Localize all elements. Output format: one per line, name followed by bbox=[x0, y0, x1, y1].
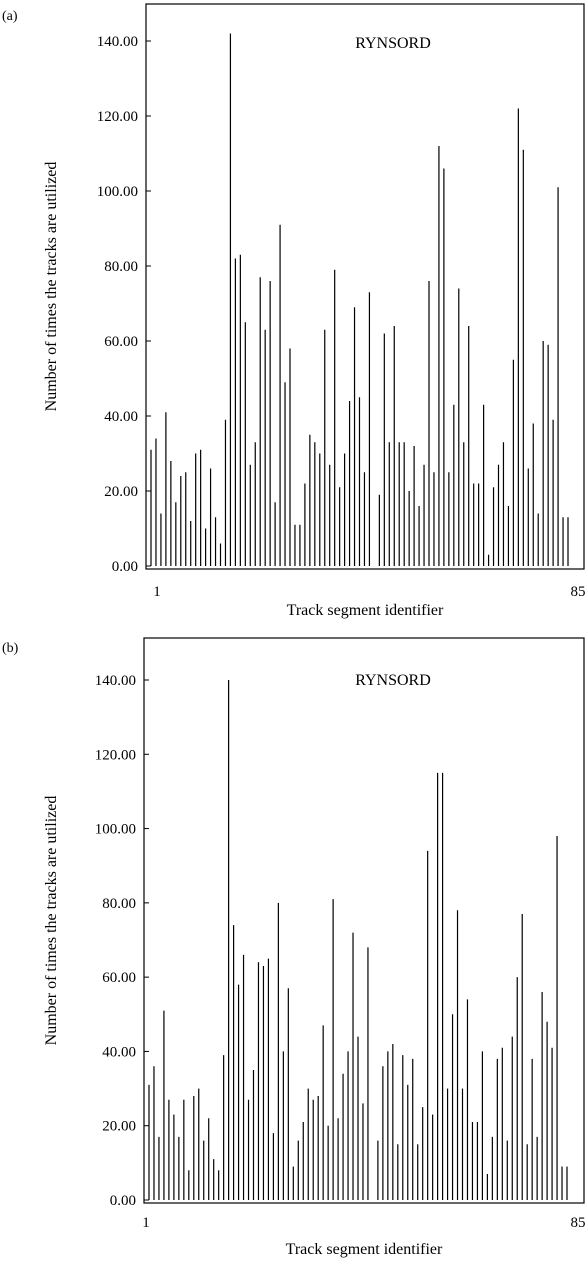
x-tick-label: 1 bbox=[153, 584, 161, 600]
x-axis-title: Track segment identifier bbox=[287, 602, 444, 619]
y-tick-label: 60.00 bbox=[102, 970, 136, 986]
x-tick-label: 1 bbox=[142, 1215, 150, 1231]
y-tick-label: 100.00 bbox=[95, 822, 136, 838]
y-tick-label: 120.00 bbox=[95, 747, 136, 763]
y-tick-label: 140.00 bbox=[97, 34, 138, 50]
plot-frame bbox=[143, 637, 585, 1204]
y-tick-label: 40.00 bbox=[102, 1044, 136, 1060]
y-tick-label: 80.00 bbox=[102, 896, 136, 912]
chart-title: RYNSORD bbox=[355, 672, 431, 689]
y-tick-label: 0.00 bbox=[112, 559, 138, 575]
y-tick-label: 100.00 bbox=[97, 184, 138, 200]
x-tick-label: 85 bbox=[571, 1215, 586, 1231]
y-tick-label: 120.00 bbox=[97, 109, 138, 125]
chart-panel-a: (a) 0.00 20.00 40.00 60.00 80.00 100.00 120.00 1… bbox=[0, 0, 588, 620]
panel-label: (a) bbox=[2, 9, 18, 24]
y-tick-label: 140.00 bbox=[95, 673, 136, 689]
y-tick-label: 0.00 bbox=[110, 1193, 136, 1209]
y-tick-label: 60.00 bbox=[104, 334, 138, 350]
x-axis-title: Track segment identifier bbox=[286, 1241, 443, 1258]
chart-b-svg: (b) 0.00 20.00 40.00 60.00 80.00 100.00 120.00 1… bbox=[2, 637, 586, 1258]
y-axis-title: Number of times the tracks are utilized bbox=[43, 796, 60, 1046]
chart-panel-b: (b) 0.00 20.00 40.00 60.00 80.00 100.00 120.00 1… bbox=[0, 632, 588, 1265]
chart-title: RYNSORD bbox=[355, 35, 431, 52]
y-axis-title: Number of times the tracks are utilized bbox=[43, 162, 60, 412]
y-tick-label: 20.00 bbox=[104, 484, 138, 500]
panel-label: (b) bbox=[2, 641, 19, 656]
plot-frame bbox=[145, 3, 585, 570]
y-tick-label: 80.00 bbox=[104, 259, 138, 275]
x-tick-label: 85 bbox=[571, 584, 586, 600]
chart-a-svg: (a) 0.00 20.00 40.00 60.00 80.00 100.00 120.00 1… bbox=[2, 3, 586, 619]
y-tick-label: 40.00 bbox=[104, 409, 138, 425]
y-tick-label: 20.00 bbox=[102, 1119, 136, 1135]
